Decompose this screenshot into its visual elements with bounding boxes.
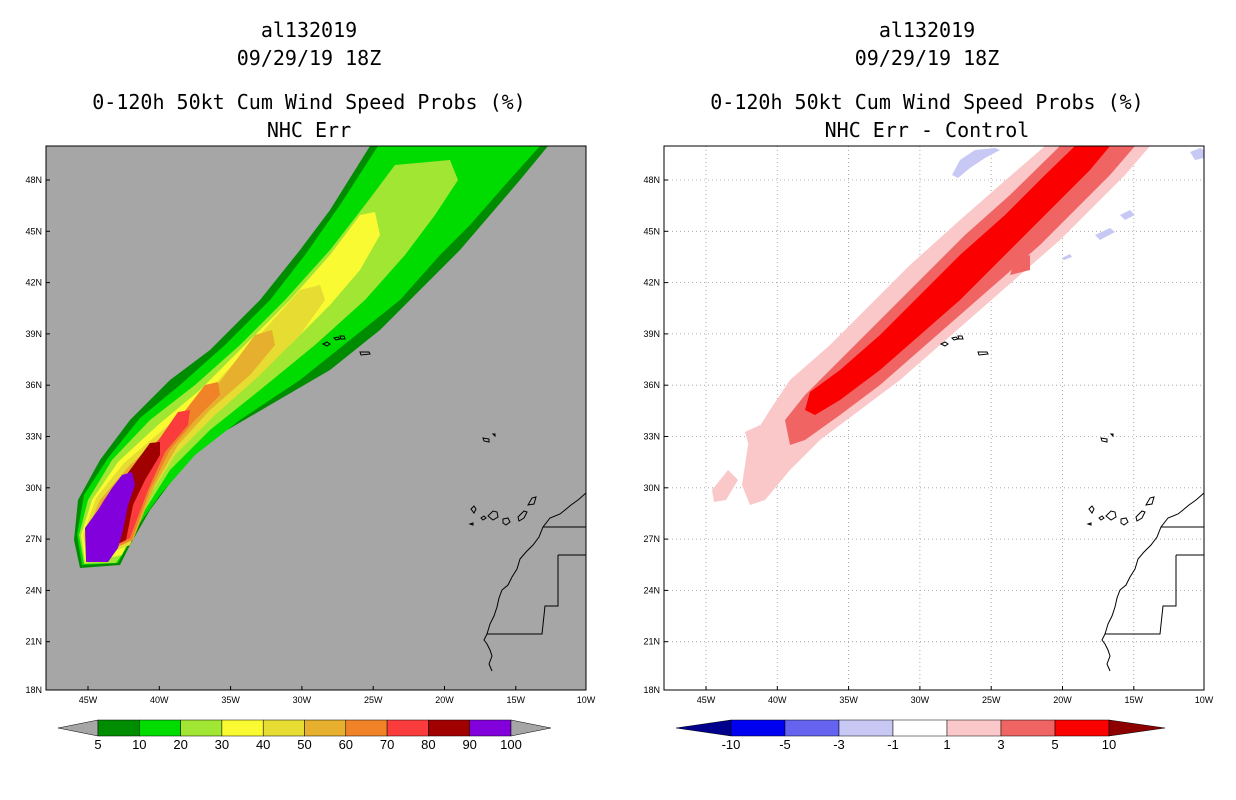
left-date: 09/29/19 18Z	[236, 46, 382, 70]
left-lon-label: 15W	[507, 695, 526, 705]
right-lon-label: 20W	[1053, 695, 1072, 705]
left-lat-label: 48N	[25, 175, 42, 185]
left-axis-labels: 48N 45N 42N 39N 36N 33N 30N 27N 24N 21N 18N 45W 40W 3…	[25, 175, 595, 705]
left-colorbar-tick-label: 60	[339, 737, 353, 752]
right-colorbar-swatch	[892, 719, 948, 737]
right-lon-label: 15W	[1125, 695, 1144, 705]
left-colorbar-tick-label: 40	[256, 737, 270, 752]
right-colorbar-swatch	[946, 719, 1002, 737]
left-lon-label: 45W	[79, 695, 98, 705]
left-lat-label: 27N	[25, 534, 42, 544]
right-colorbar-tick-label: 1	[943, 737, 950, 752]
left-subtitle: NHC Err	[266, 118, 352, 142]
left-colorbar-tick-label: 20	[173, 737, 187, 752]
left-lon-label: 25W	[364, 695, 383, 705]
right-storm-id: al132019	[878, 18, 976, 42]
right-axis-labels: 48N 45N 42N 39N 36N 33N 30N 27N 24N 21N 18N 45W 40W 3…	[643, 175, 1213, 705]
right-lon-label: 10W	[1195, 695, 1214, 705]
right-colorbar-low-end	[675, 719, 732, 737]
left-colorbar-swatch	[345, 719, 388, 737]
right-lon-label: 30W	[911, 695, 930, 705]
left-colorbar-swatch	[97, 719, 140, 737]
left-lat-label: 21N	[25, 637, 42, 647]
right-colorbar-tick-label: 10	[1102, 737, 1116, 752]
left-colorbar-tick-label: 50	[297, 737, 311, 752]
left-colorbar-swatch	[139, 719, 181, 737]
right-map-background	[664, 146, 1204, 690]
right-colorbar-tick-label: 5	[1051, 737, 1058, 752]
right-colorbar-tick-label: -3	[833, 737, 845, 752]
right-colorbar-high-end	[1108, 719, 1166, 737]
right-colorbar-swatch	[784, 719, 840, 737]
left-colorbar-tick-label: 30	[215, 737, 229, 752]
left-lat-label: 45N	[25, 226, 42, 236]
left-lat-label: 36N	[25, 380, 42, 390]
left-lat-label: 39N	[25, 329, 42, 339]
left-lon-label: 10W	[577, 695, 596, 705]
left-colorbar-high-end	[510, 719, 552, 737]
left-lon-label: 30W	[293, 695, 312, 705]
left-lon-label: 35W	[221, 695, 240, 705]
left-colorbar-tick-label: 80	[421, 737, 435, 752]
left-lat-label: 30N	[25, 483, 42, 493]
right-lat-label: 45N	[643, 226, 660, 236]
right-colorbar: -10 -5 -3 -1 1 3 5 10	[675, 719, 1166, 752]
left-lat-label: 18N	[25, 685, 42, 695]
left-storm-id: al132019	[260, 18, 358, 42]
right-colorbar-swatch	[1054, 719, 1110, 737]
right-lat-label: 27N	[643, 534, 660, 544]
left-map-background	[46, 146, 586, 690]
left-colorbar-tick-label: 5	[94, 737, 101, 752]
right-lat-label: 39N	[643, 329, 660, 339]
left-colorbar-swatch	[428, 719, 470, 737]
right-colorbar-swatch	[838, 719, 894, 737]
right-lat-label: 36N	[643, 380, 660, 390]
right-difference-contours	[712, 146, 1204, 505]
right-colorbar-tick-label: 3	[997, 737, 1004, 752]
left-colorbar-swatch	[221, 719, 264, 737]
right-lat-label: 24N	[643, 585, 660, 595]
right-colorbar-swatch	[730, 719, 786, 737]
right-colorbar-tick-label: -10	[722, 737, 741, 752]
right-lat-label: 42N	[643, 278, 660, 288]
left-probability-contours	[74, 146, 548, 568]
right-subtitle: NHC Err - Control	[824, 118, 1030, 142]
right-lat-label: 48N	[643, 175, 660, 185]
right-map-frame	[663, 145, 1205, 691]
left-colorbar-swatch	[262, 719, 305, 737]
right-lat-label: 18N	[643, 685, 660, 695]
left-colorbar-swatch	[469, 719, 512, 737]
left-map: 48N 45N 42N 39N 36N 33N 30N 27N 24N 21N 18N 45W 40W 3…	[25, 145, 596, 752]
left-colorbar-tick-label: 90	[462, 737, 476, 752]
left-colorbar-swatch	[180, 719, 223, 737]
left-colorbar: 5 10 20 30 40 50 60 70 80 90 100	[57, 719, 552, 752]
left-lat-label: 42N	[25, 278, 42, 288]
right-lon-label: 25W	[982, 695, 1001, 705]
right-lat-label: 30N	[643, 483, 660, 493]
right-lon-label: 35W	[839, 695, 858, 705]
left-lon-label: 40W	[150, 695, 169, 705]
left-lat-label: 24N	[25, 585, 42, 595]
left-colorbar-swatch	[304, 719, 347, 737]
left-product-title: 0-120h 50kt Cum Wind Speed Probs (%)	[92, 90, 526, 114]
right-colorbar-swatch	[1000, 719, 1056, 737]
left-lon-label: 20W	[435, 695, 454, 705]
right-colorbar-tick-label: -1	[887, 737, 899, 752]
right-product-title: 0-120h 50kt Cum Wind Speed Probs (%)	[710, 90, 1144, 114]
left-colorbar-tick-label: 70	[380, 737, 394, 752]
left-colorbar-tick-label: 10	[132, 737, 146, 752]
left-colorbar-swatch	[386, 719, 429, 737]
left-colorbar-tick-label: 100	[500, 737, 522, 752]
right-map: 48N 45N 42N 39N 36N 33N 30N 27N 24N 21N 18N 45W 40W 3…	[643, 145, 1214, 752]
right-lon-label: 45W	[697, 695, 716, 705]
right-colorbar-tick-label: -5	[779, 737, 791, 752]
right-lat-label: 21N	[643, 637, 660, 647]
right-date: 09/29/19 18Z	[854, 46, 1000, 70]
left-lat-label: 33N	[25, 432, 42, 442]
right-lon-label: 40W	[768, 695, 787, 705]
right-lat-label: 33N	[643, 432, 660, 442]
left-colorbar-low-end	[57, 719, 99, 737]
left-map-frame	[45, 145, 587, 691]
